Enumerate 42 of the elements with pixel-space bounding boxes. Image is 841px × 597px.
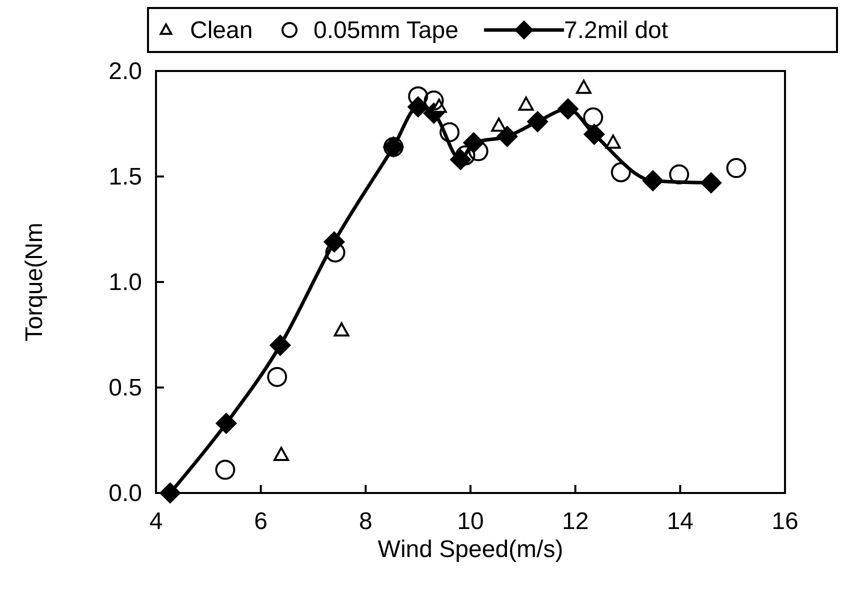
point xyxy=(455,145,476,166)
point xyxy=(159,482,181,504)
x-tick-label: 14 xyxy=(666,508,694,535)
x-axis-title: Wind Speed(m/s) xyxy=(378,536,564,563)
point xyxy=(700,172,722,194)
x-tick-label: 12 xyxy=(562,508,589,535)
y-tick-label: 2.0 xyxy=(108,58,142,85)
point xyxy=(215,412,238,434)
point xyxy=(334,322,350,336)
x-tick-label: 6 xyxy=(254,508,268,535)
point xyxy=(583,107,604,128)
point xyxy=(274,446,290,461)
point xyxy=(610,162,631,182)
point xyxy=(526,110,548,132)
legend-label: 0.05mm Tape xyxy=(314,17,458,44)
point xyxy=(440,122,460,142)
x-tick-label: 10 xyxy=(457,508,484,535)
point xyxy=(669,164,690,184)
point xyxy=(583,124,606,146)
point xyxy=(605,134,621,149)
point xyxy=(576,80,592,94)
point xyxy=(726,158,746,178)
x-tick-label: 8 xyxy=(358,508,372,535)
y-tick-label: 1.0 xyxy=(108,269,142,296)
point xyxy=(424,90,444,111)
y-tick-label: 0.0 xyxy=(108,480,142,507)
x-tick-label: 16 xyxy=(772,508,798,535)
point xyxy=(642,170,664,192)
y-tick-label: 1.5 xyxy=(108,164,142,190)
point xyxy=(468,141,488,162)
point xyxy=(267,366,288,387)
point xyxy=(215,460,236,480)
legend-label: 7.2mil dot xyxy=(564,17,668,44)
y-tick-label: 0.5 xyxy=(108,374,142,402)
y-axis-title: Torque(Nm xyxy=(21,222,48,342)
legend-label: Clean xyxy=(190,17,253,44)
point xyxy=(557,98,579,120)
point xyxy=(496,126,518,148)
point xyxy=(269,334,292,356)
x-tick-label: 4 xyxy=(149,508,163,535)
point xyxy=(491,118,507,132)
point xyxy=(518,96,534,111)
